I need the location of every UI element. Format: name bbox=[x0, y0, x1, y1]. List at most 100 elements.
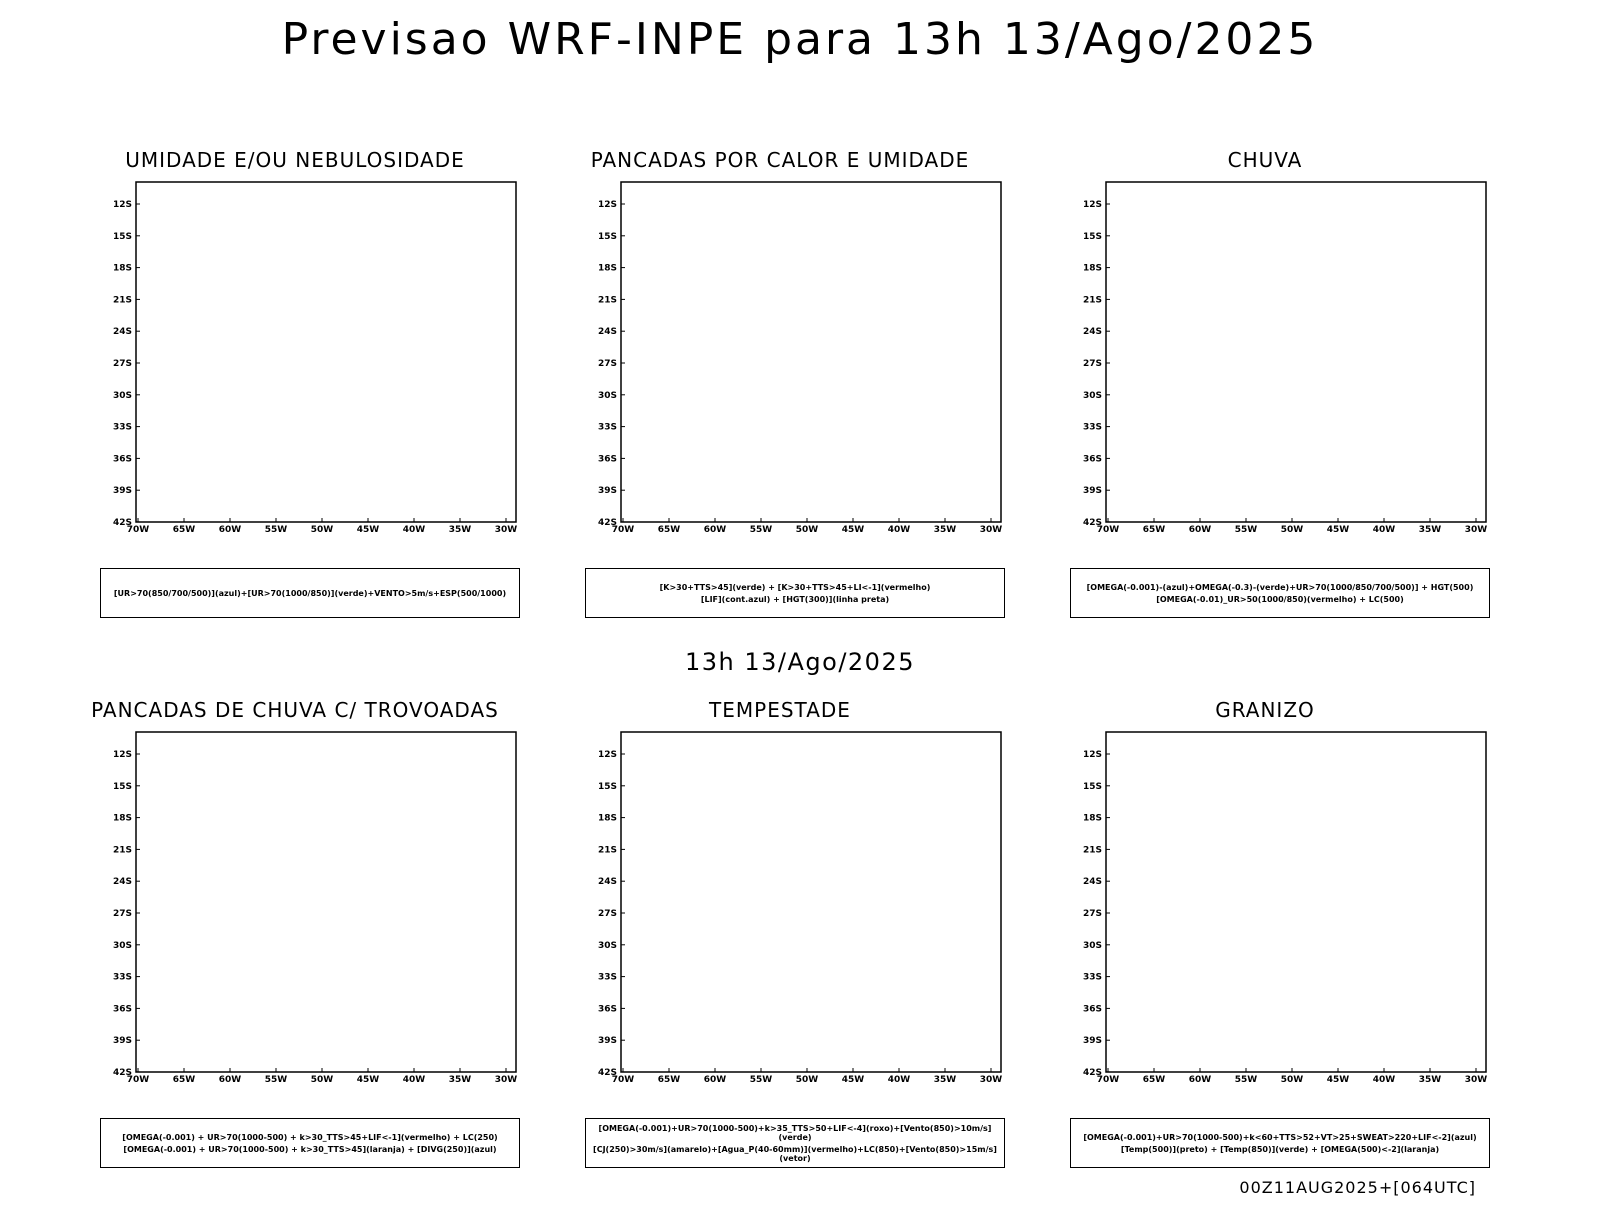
caption-line-2: [CJ(250)>30m/s](amarelo)+[Agua_P(40-60mm… bbox=[593, 1144, 997, 1163]
lat-tick-label: 33S bbox=[598, 973, 617, 983]
lat-tick-label: 36S bbox=[113, 1004, 132, 1014]
lon-tick-label: 65W bbox=[658, 525, 681, 535]
lat-tick-label: 42S bbox=[113, 518, 132, 528]
lat-tick-label: 27S bbox=[598, 909, 617, 919]
main-title: Previsao WRF-INPE para 13h 13/Ago/2025 bbox=[281, 14, 1319, 65]
lat-tick-label: 15S bbox=[1083, 782, 1102, 792]
lat-tick-label: 15S bbox=[598, 782, 617, 792]
lat-tick-label: 24S bbox=[1083, 877, 1102, 887]
map-svg: 9600960096009520952095209440944093609360… bbox=[598, 181, 1003, 535]
lat-tick-label: 18S bbox=[113, 814, 132, 824]
lon-tick-label: 60W bbox=[1189, 525, 1212, 535]
lon-tick-label: 50W bbox=[796, 1075, 819, 1085]
caption-line-1: [K>30+TTS>45](verde) + [K>30+TTS>45+LI<-… bbox=[659, 582, 931, 592]
lat-tick-label: 15S bbox=[113, 232, 132, 242]
lat-tick-label: 36S bbox=[1083, 454, 1102, 464]
lon-tick-label: 35W bbox=[1419, 525, 1442, 535]
lon-tick-label: 60W bbox=[1189, 1075, 1212, 1085]
lon-tick-label: 45W bbox=[1327, 1075, 1350, 1085]
lat-tick-label: 21S bbox=[598, 845, 617, 855]
lon-tick-label: 70W bbox=[127, 525, 150, 535]
panel-title: TEMPESTADE bbox=[709, 698, 851, 722]
caption-line-1: [OMEGA(-0.001)-(azul)+OMEGA(-0.3)-(verde… bbox=[1086, 582, 1474, 592]
caption-line-1: [UR>70(850/700/500)](azul)+[UR>70(1000/8… bbox=[113, 588, 507, 598]
lat-tick-label: 27S bbox=[1083, 359, 1102, 369]
lon-tick-label: 45W bbox=[1327, 525, 1350, 535]
lon-tick-label: 40W bbox=[403, 525, 426, 535]
lat-tick-label: 12S bbox=[113, 200, 132, 210]
lon-tick-label: 65W bbox=[173, 1075, 196, 1085]
lat-tick-label: 21S bbox=[113, 295, 132, 305]
lat-tick-label: 39S bbox=[598, 486, 617, 496]
lon-tick-label: 30W bbox=[1465, 525, 1488, 535]
lat-tick-label: 24S bbox=[598, 877, 617, 887]
caption-line-1: [OMEGA(-0.001)+UR>70(1000-500)+k>35_TTS>… bbox=[598, 1123, 992, 1142]
lon-tick-label: 30W bbox=[980, 525, 1003, 535]
lat-tick-label: 30S bbox=[1083, 391, 1102, 401]
lon-tick-label: 70W bbox=[1097, 525, 1120, 535]
lat-tick-label: 33S bbox=[113, 973, 132, 983]
lat-tick-label: 21S bbox=[1083, 845, 1102, 855]
map-chuva: 5825795765735705675645615585555525495465… bbox=[1070, 178, 1492, 552]
lat-tick-label: 27S bbox=[113, 359, 132, 369]
lon-tick-label: 60W bbox=[704, 525, 727, 535]
lat-tick-label: 42S bbox=[113, 1068, 132, 1078]
lat-tick-label: 39S bbox=[1083, 1036, 1102, 1046]
lat-tick-label: 36S bbox=[113, 454, 132, 464]
lon-tick-label: 35W bbox=[1419, 1075, 1442, 1085]
lat-tick-label: 39S bbox=[598, 1036, 617, 1046]
panel-pancadas-calor: PANCADAS POR CALOR E UMIDADE 96009600960… bbox=[545, 148, 1015, 668]
lat-tick-label: 18S bbox=[598, 814, 617, 824]
lat-tick-label: 12S bbox=[598, 200, 617, 210]
caption-line-1: [OMEGA(-0.001)+UR>70(1000-500)+k<60+TTS>… bbox=[1083, 1132, 1477, 1142]
map-svg: 5825795765735705675645615585555525495465… bbox=[1083, 181, 1488, 535]
lat-tick-label: 15S bbox=[598, 232, 617, 242]
lon-tick-label: 35W bbox=[449, 525, 472, 535]
legend-caption: [UR>70(850/700/500)](azul)+[UR>70(1000/8… bbox=[100, 568, 520, 618]
lat-tick-label: 39S bbox=[113, 1036, 132, 1046]
lat-tick-label: 12S bbox=[598, 750, 617, 760]
lat-tick-label: 21S bbox=[1083, 295, 1102, 305]
legend-caption: [OMEGA(-0.001)+UR>70(1000-500)+k>35_TTS>… bbox=[585, 1118, 1005, 1168]
lon-tick-label: 55W bbox=[1235, 525, 1258, 535]
lat-tick-label: 21S bbox=[598, 295, 617, 305]
lat-tick-label: 36S bbox=[1083, 1004, 1102, 1014]
lon-tick-label: 70W bbox=[1097, 1075, 1120, 1085]
lat-tick-label: 12S bbox=[1083, 750, 1102, 760]
legend-caption: [OMEGA(-0.001)+UR>70(1000-500)+k<60+TTS>… bbox=[1070, 1118, 1490, 1168]
lon-tick-label: 30W bbox=[495, 1075, 518, 1085]
map-svg: 1012101210161016101610201020102010241028… bbox=[113, 181, 517, 535]
lat-tick-label: 24S bbox=[113, 877, 132, 887]
lon-tick-label: 70W bbox=[127, 1075, 150, 1085]
plot-frame bbox=[1105, 181, 1487, 523]
lon-tick-label: 50W bbox=[1281, 525, 1304, 535]
lat-tick-label: 21S bbox=[113, 845, 132, 855]
legend-caption: [OMEGA(-0.001)-(azul)+OMEGA(-0.3)-(verde… bbox=[1070, 568, 1490, 618]
lon-tick-label: 60W bbox=[704, 1075, 727, 1085]
lon-tick-label: 55W bbox=[265, 525, 288, 535]
lon-tick-label: 55W bbox=[265, 1075, 288, 1085]
caption-line-2: [LIF](cont.azul) + [HGT(300)](linha pret… bbox=[700, 594, 890, 604]
lon-tick-label: 55W bbox=[750, 525, 773, 535]
lon-tick-label: 70W bbox=[612, 525, 635, 535]
lon-tick-label: 50W bbox=[311, 1075, 334, 1085]
lat-tick-label: 30S bbox=[1083, 941, 1102, 951]
panel-title: CHUVA bbox=[1227, 148, 1303, 172]
lon-tick-label: 60W bbox=[219, 525, 242, 535]
lat-tick-label: 30S bbox=[598, 391, 617, 401]
map-tempestade: 12S 15S 18S 21S 24S 27S 30S 33S 36S 39S 42S 70W 65W 6… bbox=[585, 728, 1007, 1102]
caption-line-2: [Temp(500)](preto) + [Temp(850)](verde) … bbox=[1120, 1144, 1440, 1154]
lon-tick-label: 40W bbox=[888, 1075, 911, 1085]
lat-tick-label: 24S bbox=[113, 327, 132, 337]
panel-trovoadas: PANCADAS DE CHUVA C/ TROVOADAS 12S 15S 18S… bbox=[60, 698, 530, 1218]
panel-umidade: UMIDADE E/OU NEBULOSIDADE 10121012101610… bbox=[60, 148, 530, 668]
lon-tick-label: 40W bbox=[1373, 525, 1396, 535]
lat-tick-label: 12S bbox=[113, 750, 132, 760]
panel-title: UMIDADE E/OU NEBULOSIDADE bbox=[125, 148, 465, 172]
lat-tick-label: 27S bbox=[1083, 909, 1102, 919]
lat-tick-label: 42S bbox=[1083, 1068, 1102, 1078]
lon-tick-label: 30W bbox=[980, 1075, 1003, 1085]
lon-tick-label: 45W bbox=[357, 1075, 380, 1085]
